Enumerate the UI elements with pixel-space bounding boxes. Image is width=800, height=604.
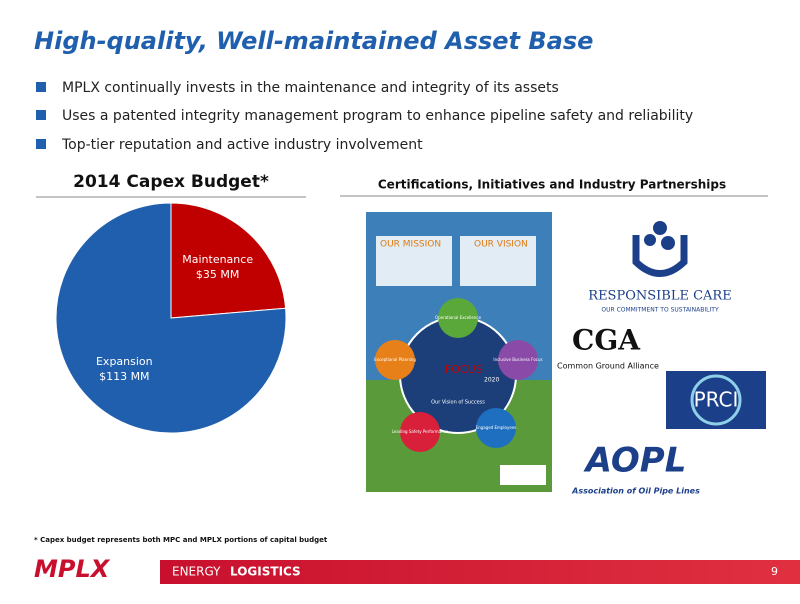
poster-circle-label: Operational Excellence (435, 315, 482, 320)
bullet-text: MPLX continually invests in the maintena… (62, 80, 559, 96)
slice-label: Maintenance (182, 253, 253, 266)
bullet-marker (36, 139, 46, 149)
footer-energy: ENERGY (172, 565, 221, 579)
pie-slice (170, 202, 287, 319)
poster-circle-label: Leading Safety Performance (392, 429, 449, 434)
footer-bar (160, 560, 800, 584)
bullet-text: Uses a patented integrity management pro… (62, 108, 693, 124)
logo-text: Association of Oil Pipe Lines (571, 487, 700, 496)
poster-circle (375, 340, 415, 380)
logo-shape (661, 236, 675, 250)
logo-shape (632, 235, 688, 277)
poster-year: 2020 (484, 377, 499, 384)
logo-text: Common Ground Alliance (557, 362, 659, 371)
poster-focus: FOCUS (445, 363, 483, 376)
slice-value-label: $35 MM (196, 268, 239, 281)
logo-shape (644, 234, 656, 246)
poster: OUR MISSION OUR VISION FOCUS 2020 Our Vi… (366, 212, 552, 492)
page-number: 9 (771, 565, 778, 578)
poster-heading: OUR MISSION (380, 240, 441, 250)
poster-circle (498, 340, 538, 380)
footer-logistics: LOGISTICS (230, 565, 301, 579)
logo-shape (653, 221, 667, 235)
logo-text: OUR COMMITMENT TO SUSTAINABILITY (601, 307, 719, 314)
slice-label: Expansion (96, 355, 153, 368)
logo-responsible-care: RESPONSIBLE CARE OUR COMMITMENT TO SUSTA… (588, 221, 732, 314)
logo-aopl: AOPL Association of Oil Pipe Lines (571, 441, 700, 496)
logo-text: PRCI (694, 388, 739, 412)
slide-title: High-quality, Well-maintained Asset Base (34, 27, 593, 55)
poster-circle-label: Inclusive Business Focus (493, 357, 542, 362)
footer-logo: MPLX (34, 555, 111, 583)
slice-value-label: $113 MM (99, 370, 149, 383)
poster-circle-label: Exceptional Planning (374, 357, 416, 362)
logo-bg (666, 371, 766, 429)
pie-slice (55, 202, 287, 434)
bullets: MPLX continually invests in the maintena… (36, 80, 693, 153)
logo-text: CGA (572, 324, 641, 357)
pie-chart: Maintenance $35 MM Expansion $113 MM (55, 202, 287, 434)
logo-cga: CGA Common Ground Alliance (557, 324, 659, 371)
bullet-marker (36, 82, 46, 92)
footnote: * Capex budget represents both MPC and M… (34, 536, 328, 544)
chart-title: 2014 Capex Budget* (73, 172, 269, 192)
vision-box (460, 236, 536, 286)
poster-center: Our Vision of Success (431, 400, 485, 406)
poster-circle (438, 298, 478, 338)
logo-text: AOPL (583, 441, 687, 481)
bullet-marker (36, 110, 46, 120)
poster-circle-label: Engaged Employees (476, 425, 517, 430)
logo-prci: PRCI (666, 371, 766, 429)
logo-text: RESPONSIBLE CARE (588, 289, 731, 304)
section-title: Certifications, Initiatives and Industry… (378, 178, 726, 192)
poster-circle (476, 408, 516, 448)
poster-heading: OUR VISION (474, 240, 528, 250)
poster-logo (500, 465, 546, 485)
logo-shape (690, 374, 742, 426)
mission-box (376, 236, 452, 286)
poster-circle (400, 412, 440, 452)
bullet-text: Top-tier reputation and active industry … (61, 137, 423, 153)
